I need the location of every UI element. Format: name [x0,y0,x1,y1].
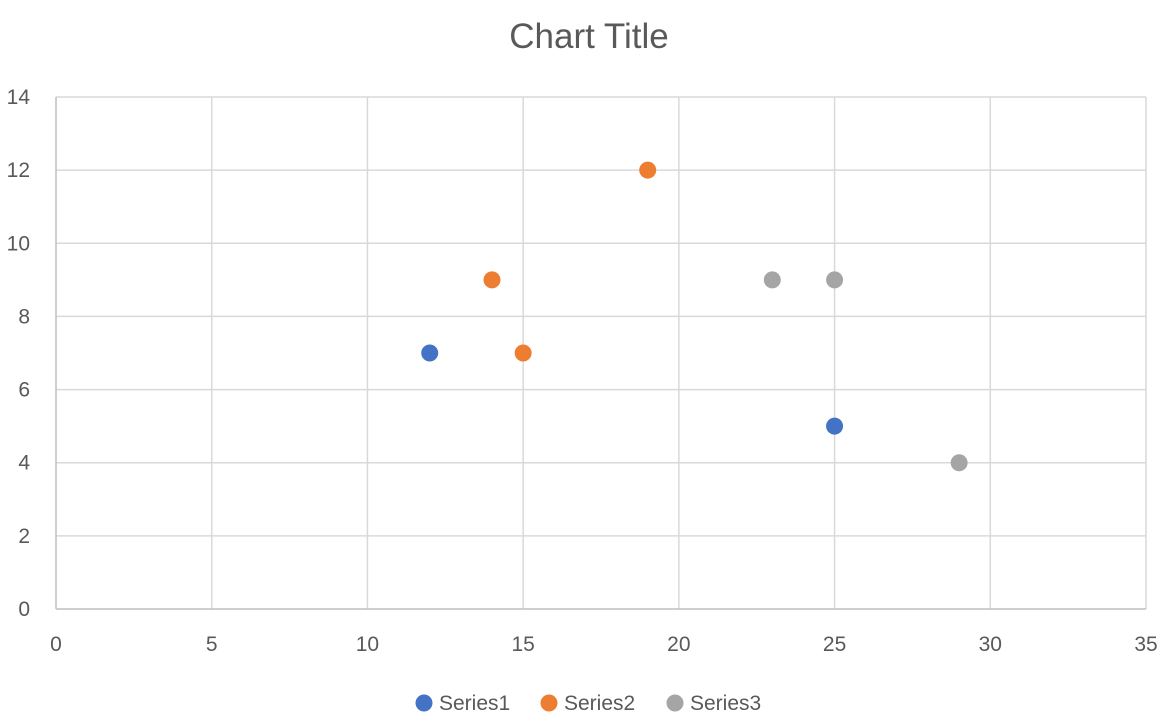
legend-marker-icon [415,694,433,712]
y-tick-label: 8 [18,305,30,328]
data-point-series1 [421,344,439,362]
y-tick-label: 4 [18,452,30,475]
x-tick-label: 25 [823,633,846,656]
x-tick-label: 5 [206,633,218,656]
data-points [421,161,968,472]
legend-marker-icon [666,694,684,712]
x-tick-label: 20 [667,633,690,656]
legend-marker-icon [540,694,558,712]
data-point-series1 [826,417,844,435]
data-point-series2 [483,271,501,289]
y-tick-label: 14 [7,86,31,109]
legend-item-series1[interactable]: Series1 [415,692,511,715]
x-tick-label: 0 [50,633,62,656]
x-tick-label: 35 [1134,633,1157,656]
y-tick-label: 0 [18,598,30,621]
y-tick-label: 2 [18,525,30,548]
x-tick-label: 10 [356,633,379,656]
data-point-series3 [826,271,844,289]
legend-label: Series3 [690,692,761,715]
data-point-series3 [763,271,781,289]
chart-title: Chart Title [509,17,669,56]
gridlines [56,96,1147,609]
x-tick-label: 30 [979,633,1002,656]
legend[interactable]: Series1 Series2 Series3 [415,692,762,715]
y-tick-label: 6 [18,379,30,402]
data-point-series2 [639,161,657,179]
data-point-series2 [514,344,532,362]
legend-item-series3[interactable]: Series3 [666,692,762,715]
x-axis-tick-labels: 0 5 10 15 20 25 30 35 [50,633,1158,656]
legend-label: Series2 [564,692,635,715]
y-axis-tick-labels: 0 2 4 6 8 10 12 14 [7,86,31,621]
data-point-series3 [950,454,968,472]
y-tick-label: 10 [7,232,30,255]
legend-label: Series1 [439,692,510,715]
x-tick-label: 15 [511,633,534,656]
y-tick-label: 12 [7,159,30,182]
legend-item-series2[interactable]: Series2 [540,692,636,715]
axes [55,97,1146,610]
